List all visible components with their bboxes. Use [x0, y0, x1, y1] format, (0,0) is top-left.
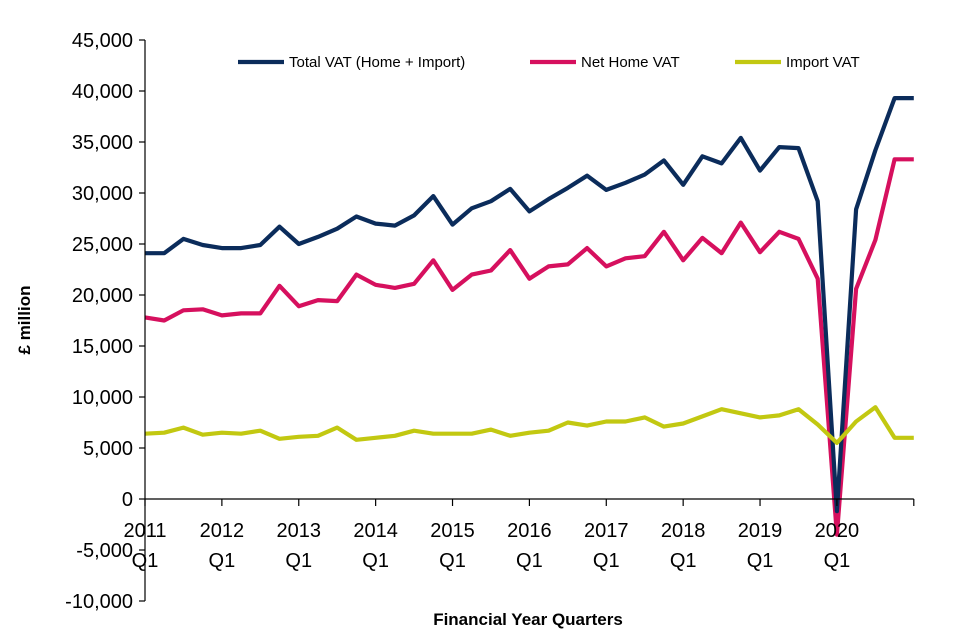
- y-tick-label: -5,000: [76, 540, 133, 562]
- x-tick-label-year: 2017: [584, 520, 629, 542]
- y-axis-title: £ million: [15, 286, 34, 355]
- x-tick-label-quarter: Q1: [516, 550, 543, 572]
- y-tick-label: 30,000: [72, 183, 133, 205]
- x-tick-label-quarter: Q1: [670, 550, 697, 572]
- y-tick-label: 20,000: [72, 285, 133, 307]
- x-tick-label-quarter: Q1: [824, 550, 851, 572]
- x-tick-label-quarter: Q1: [747, 550, 774, 572]
- x-tick-label-year: 2018: [661, 520, 706, 542]
- x-tick-label-year: 2013: [277, 520, 322, 542]
- series-line-2: [144, 405, 914, 445]
- x-tick-label-year: 2019: [738, 520, 783, 542]
- y-tick-label: 10,000: [72, 387, 133, 409]
- legend-label: Total VAT (Home + Import): [289, 54, 465, 71]
- x-tick-label-year: 2012: [200, 520, 245, 542]
- y-tick-label: 40,000: [72, 81, 133, 103]
- x-tick-label-quarter: Q1: [362, 550, 389, 572]
- y-tick-label: 25,000: [72, 234, 133, 256]
- legend: Total VAT (Home + Import) Net Home VAT Imp…: [238, 54, 860, 71]
- y-tick-label: 5,000: [83, 438, 133, 460]
- x-tick-labels: 2011 Q1 2012 Q1 2013 Q1 2014 Q1 2015 Q1 2016 Q1 2017…: [123, 520, 859, 572]
- series-line-1: [144, 157, 914, 537]
- y-tick-labels: -10,000 -5,000 0 5,000 10,000 15,000 20,000 25,…: [65, 30, 133, 613]
- x-tick-label-year: 2014: [353, 520, 398, 542]
- y-tick-label: 15,000: [72, 336, 133, 358]
- x-tick-label-quarter: Q1: [132, 550, 159, 572]
- y-tick-label: 0: [122, 489, 133, 511]
- x-tick-label-quarter: Q1: [285, 550, 312, 572]
- y-tick-label: 35,000: [72, 132, 133, 154]
- legend-label: Net Home VAT: [581, 54, 680, 71]
- series-line-0: [145, 95, 914, 514]
- x-axis-title: Financial Year Quarters: [433, 610, 623, 629]
- y-tick-label: 45,000: [72, 30, 133, 52]
- plot-lines: [144, 95, 914, 537]
- x-tick-label-year: 2011: [123, 520, 166, 542]
- y-tick-label: -10,000: [65, 591, 133, 613]
- axes: [139, 39, 915, 602]
- x-tick-label-year: 2015: [430, 520, 475, 542]
- x-tick-label-quarter: Q1: [439, 550, 466, 572]
- x-tick-label-year: 2016: [507, 520, 552, 542]
- legend-label: Import VAT: [786, 54, 860, 71]
- x-tick-label-quarter: Q1: [593, 550, 620, 572]
- x-tick-label-quarter: Q1: [209, 550, 236, 572]
- x-tick-label-year: 2020: [815, 520, 860, 542]
